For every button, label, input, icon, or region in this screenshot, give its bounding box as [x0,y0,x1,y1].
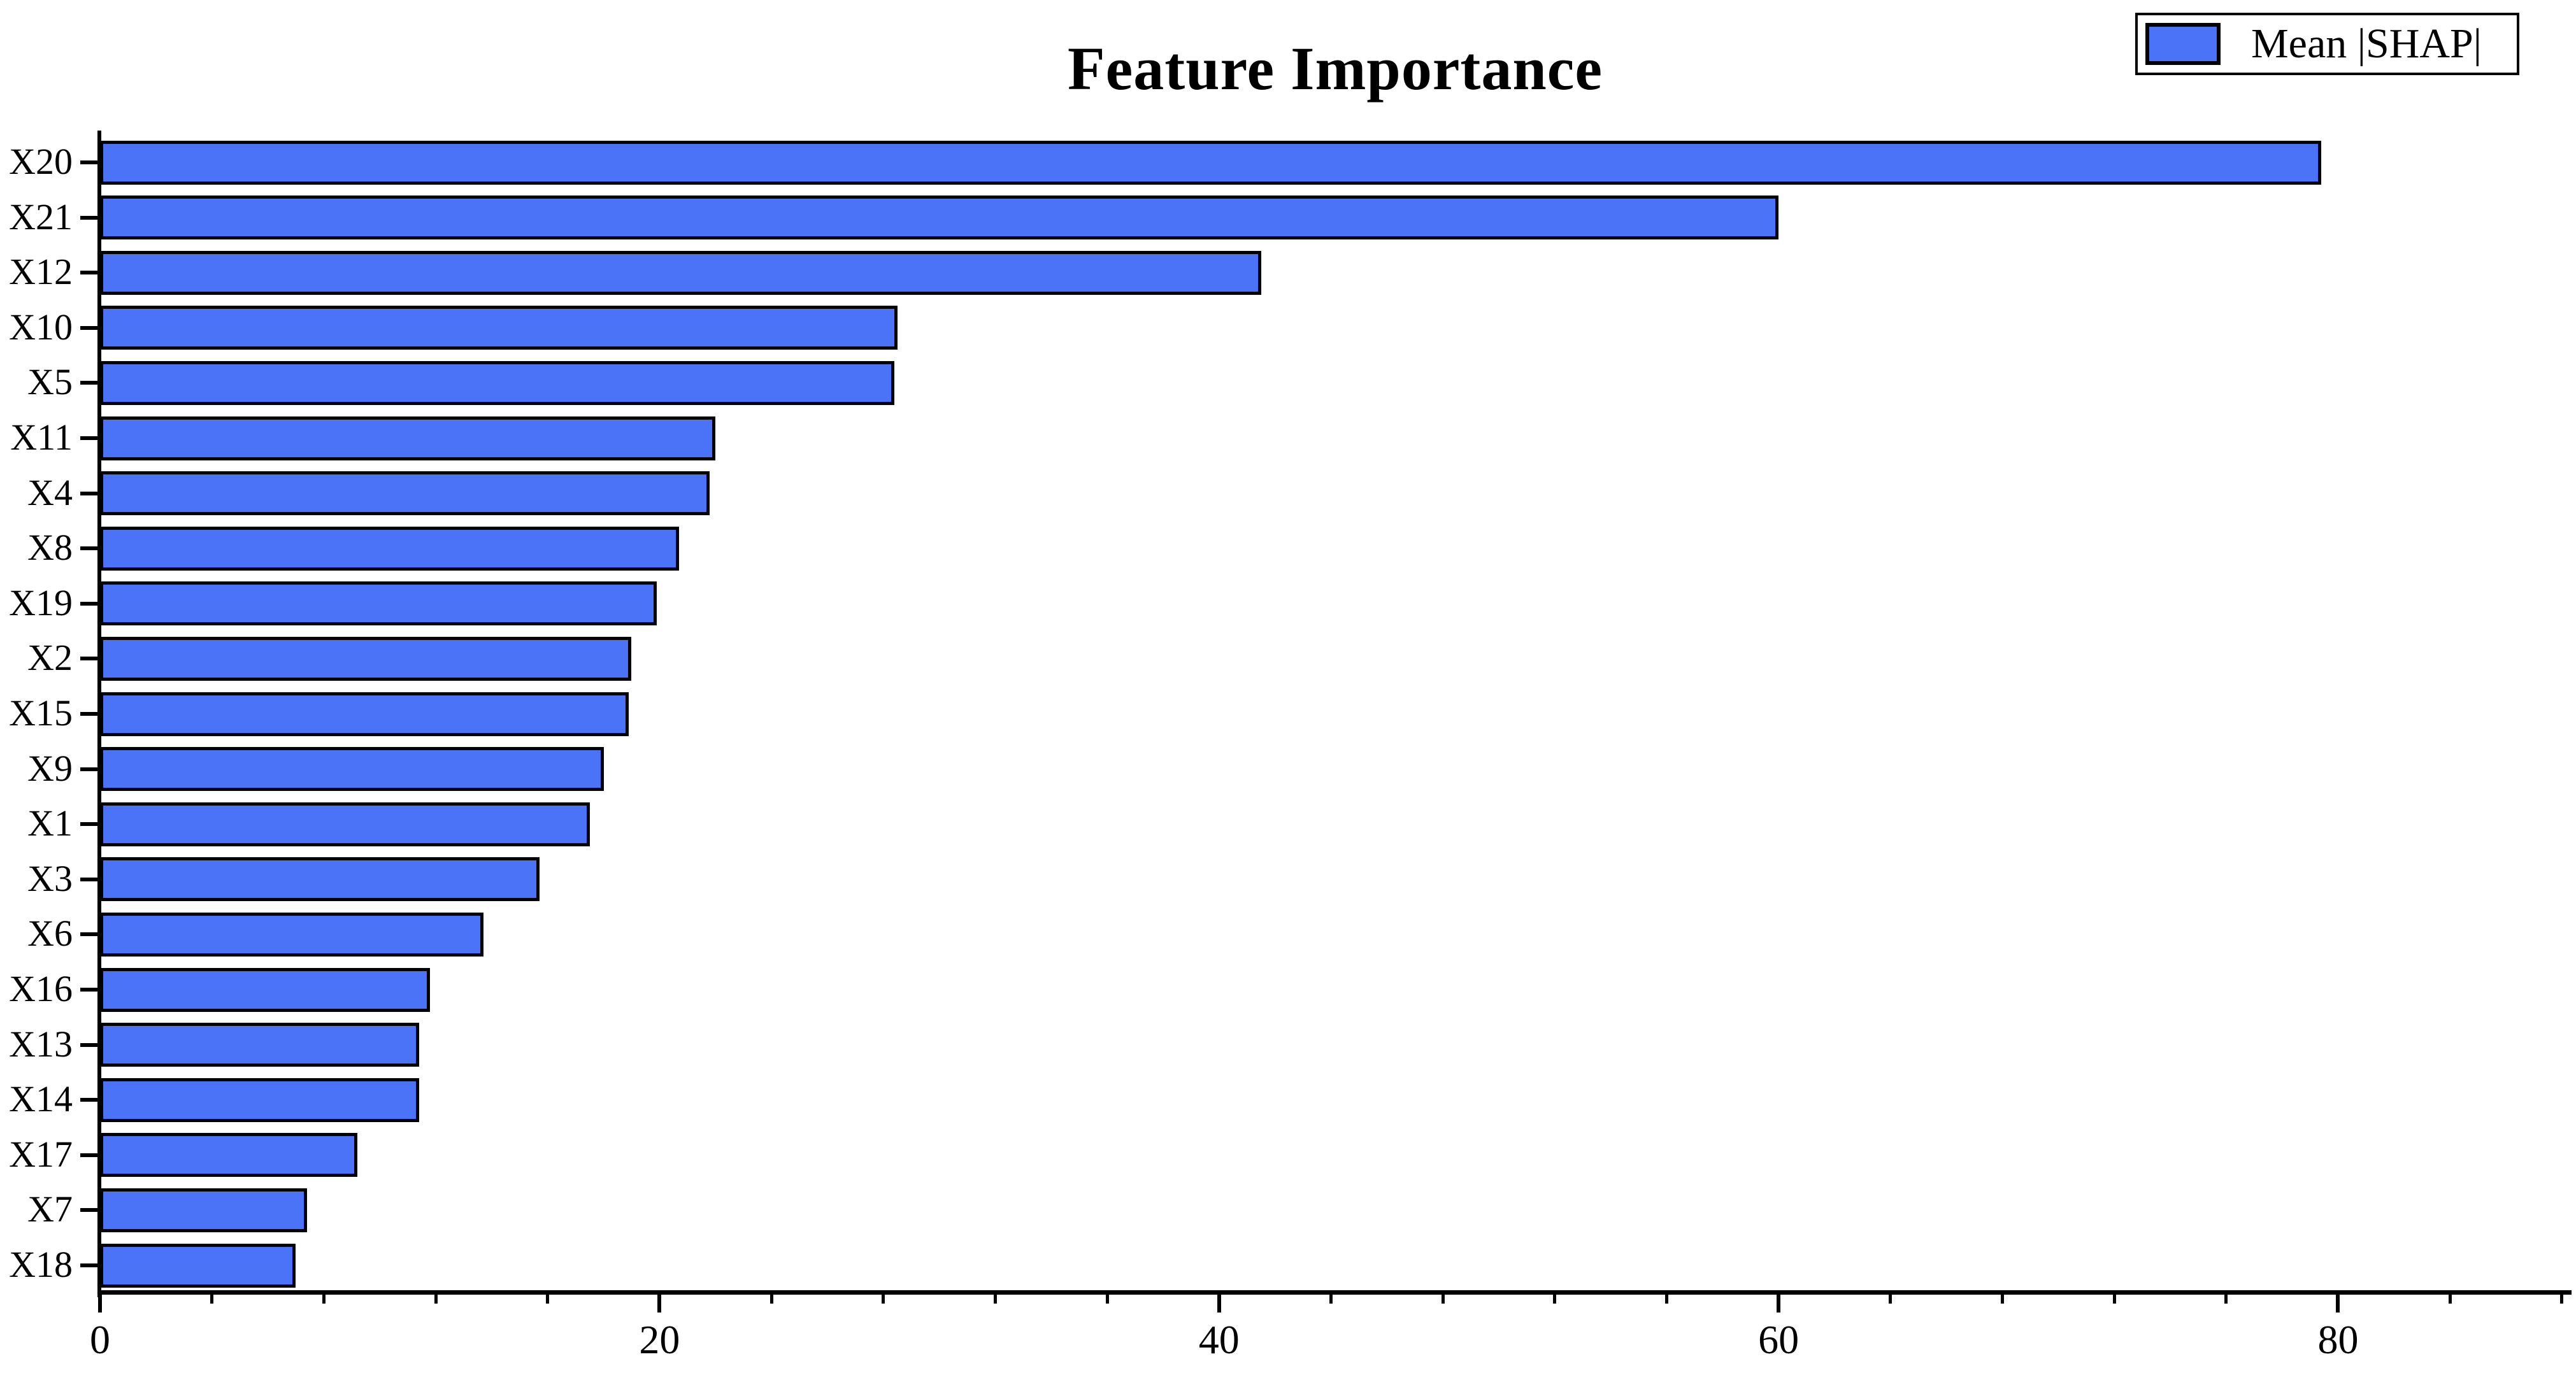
y-tick-label: X17 [9,1133,73,1175]
y-tick [80,767,98,771]
x-tick-major [1217,1295,1221,1313]
bar-X13 [100,1023,419,1067]
x-tick-minor [2560,1295,2564,1304]
y-tick-label: X19 [9,581,73,623]
y-tick [80,822,98,827]
y-tick [80,1208,98,1213]
y-tick [80,657,98,661]
y-tick-label: X18 [9,1244,73,1285]
y-tick [80,1098,98,1102]
x-tick-major [1777,1295,1781,1313]
y-tick-label: X7 [27,1188,73,1230]
y-tick-label: X14 [9,1078,73,1120]
y-tick-label: X11 [10,416,73,458]
x-tick-minor [210,1295,214,1304]
y-tick-label: X21 [9,196,73,238]
x-tick-label: 80 [2317,1317,2359,1362]
bar-X19 [100,581,657,626]
y-tick-label: X12 [9,251,73,293]
y-tick [80,546,98,551]
x-tick-label: 20 [639,1317,680,1362]
x-tick-label: 40 [1198,1317,1240,1362]
bar-X15 [100,692,629,736]
x-axis-spine [97,1290,2572,1295]
plot-area [100,131,2570,1293]
x-tick-minor [769,1295,773,1304]
legend-color-swatch [2145,23,2221,65]
y-tick-label: X16 [9,968,73,1009]
x-tick-minor [546,1295,550,1304]
x-tick-minor [2112,1295,2116,1304]
bar-X10 [100,306,898,350]
chart-title: Feature Importance [1068,34,1603,103]
x-tick-minor [993,1295,997,1304]
x-tick-label: 0 [90,1317,110,1362]
x-tick-minor [1889,1295,1893,1304]
y-tick-label: X10 [9,306,73,348]
bar-X8 [100,526,679,571]
bar-X2 [100,636,631,681]
x-tick-major [657,1295,662,1313]
y-tick [80,1263,98,1267]
y-tick-label: X3 [27,857,73,899]
x-tick-minor [434,1295,438,1304]
y-tick-label: X5 [27,361,73,403]
y-tick [80,436,98,440]
bar-X9 [100,747,604,792]
x-tick-minor [2448,1295,2452,1304]
y-tick-label: X9 [27,747,73,789]
x-tick-minor [882,1295,885,1304]
y-tick [80,712,98,716]
bar-X11 [100,416,715,460]
y-tick [80,988,98,992]
y-tick-label: X2 [27,637,73,679]
x-tick-minor [1105,1295,1109,1304]
bar-X6 [100,912,483,957]
y-tick-label: X1 [27,802,73,844]
y-tick-label: X13 [9,1023,73,1065]
legend: Mean |SHAP| [2135,13,2519,75]
legend-label: Mean |SHAP| [2251,20,2482,67]
bar-X18 [100,1243,296,1288]
y-tick [80,491,98,495]
y-tick [80,325,98,330]
y-tick [80,1153,98,1157]
y-axis-spine [97,131,101,1297]
bar-X16 [100,967,430,1012]
y-tick [80,932,98,937]
bar-X17 [100,1133,357,1177]
x-tick-minor [322,1295,326,1304]
x-tick-major [2336,1295,2340,1313]
bar-X7 [100,1188,307,1232]
x-tick-minor [1329,1295,1333,1304]
bar-X5 [100,360,894,405]
y-tick [80,1042,98,1047]
x-tick-minor [1553,1295,1557,1304]
y-tick-label: X15 [9,692,73,734]
bar-X4 [100,471,710,516]
x-tick-minor [1441,1295,1445,1304]
y-tick [80,160,98,164]
bar-X21 [100,196,1778,240]
y-tick-label: X8 [27,527,73,569]
y-tick-label: X4 [27,471,73,513]
y-tick [80,381,98,385]
y-tick [80,271,98,275]
bar-X1 [100,802,590,846]
bar-X20 [100,140,2321,185]
bar-X3 [100,857,540,902]
x-tick-minor [1664,1295,1668,1304]
y-tick [80,215,98,220]
y-tick-label: X20 [9,141,73,182]
x-tick-label: 60 [1758,1317,1800,1362]
x-tick-minor [2224,1295,2228,1304]
y-tick-label: X6 [27,913,73,955]
bar-X14 [100,1078,419,1122]
y-tick [80,601,98,606]
y-tick [80,877,98,881]
bar-X12 [100,250,1261,295]
x-tick-major [98,1295,102,1313]
x-tick-minor [2000,1295,2004,1304]
